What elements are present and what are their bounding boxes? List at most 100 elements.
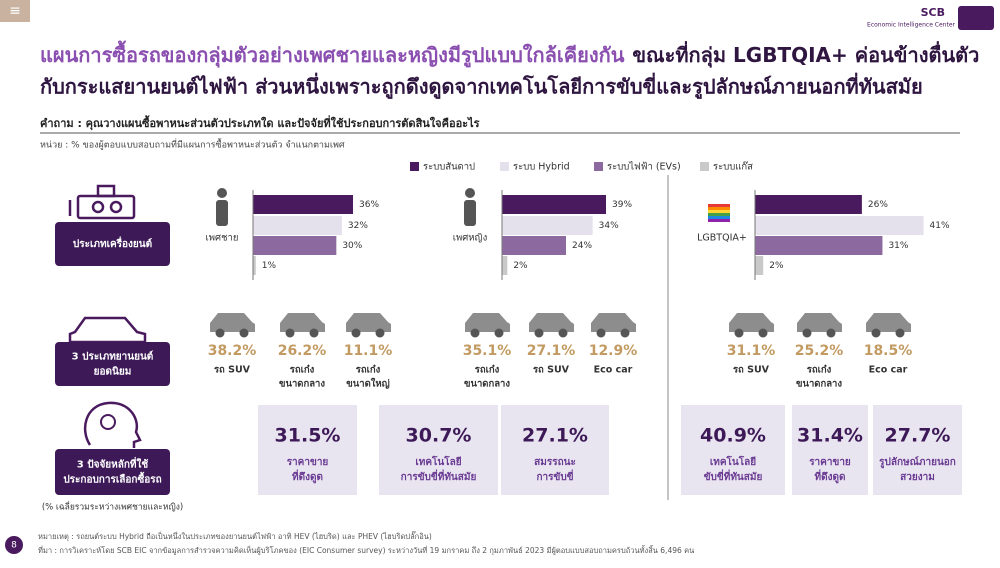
factor-share: 31.5%	[275, 425, 341, 447]
person-icon	[464, 200, 476, 226]
pride-flag	[708, 210, 730, 213]
bar	[502, 216, 593, 235]
legend-swatch	[700, 162, 709, 171]
row-note: (% เฉลี่ยรวมระหว่างเพศชายและหญิง)	[42, 501, 183, 513]
car-share: 31.1%	[727, 343, 776, 359]
factor-label: ที่ดึงดูด	[815, 469, 846, 484]
car-icon	[529, 313, 574, 332]
car-label: Eco car	[594, 365, 633, 376]
factor-box	[501, 405, 609, 495]
head-icon	[83, 401, 142, 448]
bar	[755, 216, 924, 235]
bar	[755, 195, 862, 214]
car-label: รถเก๋ง	[290, 365, 315, 376]
question: คำถาม : คุณวางแผนซื้อพาหนะส่วนตัวประเภทใ…	[40, 115, 480, 131]
legend-swatch	[410, 162, 419, 171]
factor-share: 30.7%	[406, 425, 472, 447]
car-wheel	[534, 328, 544, 338]
engine-icon	[68, 184, 136, 220]
car-label: รถเก๋ง	[475, 365, 500, 376]
car-wheel	[620, 328, 630, 338]
car-share: 26.2%	[278, 343, 327, 359]
row-label: 3 ปัจจัยหลักที่ใช้	[77, 457, 149, 471]
bar-value-label: 32%	[348, 221, 368, 231]
car-wheel	[802, 328, 812, 338]
pride-flag	[708, 204, 730, 207]
factor-label: เทคโนโลยี	[710, 455, 756, 468]
factor-label: สวยงาม	[900, 472, 935, 483]
row-label-box	[55, 342, 170, 386]
row-label: ประเภทเครื่องยนต์	[73, 236, 152, 250]
bulb-icon	[100, 414, 116, 430]
menu-button[interactable]	[0, 0, 30, 22]
car-wheel	[494, 328, 504, 338]
bar	[253, 236, 337, 255]
legend-label: ระบบแก๊ส	[713, 161, 753, 173]
car-wheel	[871, 328, 881, 338]
bar	[253, 256, 256, 275]
factor-box	[258, 405, 357, 495]
car-label: รถเก๋ง	[356, 365, 381, 376]
bar-value-label: 26%	[868, 200, 888, 210]
bar-value-label: 2%	[769, 261, 784, 271]
title: แผนการซื้อรถของกลุ่มตัวอย่างเพศชายและหญิ…	[40, 40, 979, 69]
car-label: ขนาดใหญ่	[346, 378, 390, 390]
bar	[502, 195, 606, 214]
factor-label: การขับขี่	[536, 469, 573, 483]
bar-value-label: 31%	[888, 241, 908, 251]
car-wheel	[309, 328, 319, 338]
car-label: ขนาดกลาง	[279, 379, 325, 390]
car-icon	[210, 313, 255, 332]
bar-value-label: 36%	[359, 200, 379, 210]
car-label: รถ SUV	[214, 365, 251, 376]
factor-box	[792, 405, 868, 495]
car-share: 25.2%	[795, 343, 844, 359]
menu-icon: ≡	[9, 3, 21, 19]
row-label: ยอดนิยม	[94, 366, 132, 378]
car-wheel	[375, 328, 385, 338]
title-rest: ขณะที่กลุ่ม LGBTQIA+ ค่อนข้างตื่นตัว	[632, 40, 979, 68]
bar	[253, 195, 353, 214]
car-icon	[797, 313, 842, 332]
bar-value-label: 30%	[342, 241, 362, 251]
car-wheel	[351, 328, 361, 338]
pride-flag	[708, 216, 730, 219]
factor-label: เทคโนโลยี	[415, 455, 461, 468]
car-label: รถ SUV	[533, 365, 570, 376]
car-share: 35.1%	[463, 343, 512, 359]
legend-swatch	[594, 162, 603, 171]
unit: หน่วย : % ของผู้ตอบแบบสอบถามที่มีแผนการซ…	[40, 138, 345, 151]
car-icon	[280, 313, 325, 332]
car-label: รถ SUV	[733, 365, 770, 376]
car-wheel	[558, 328, 568, 338]
bar-value-label: 24%	[572, 241, 592, 251]
bar-value-label: 1%	[262, 261, 277, 271]
bar	[502, 256, 508, 275]
factor-box	[681, 405, 785, 495]
bar	[253, 216, 342, 235]
row-label: ประกอบการเลือกซื้อรถ	[63, 472, 161, 486]
bar-value-label: 41%	[930, 221, 950, 231]
person-icon	[216, 200, 228, 226]
legend-label: ระบบไฟฟ้า (EVs)	[607, 161, 681, 173]
pride-flag	[708, 213, 730, 216]
factor-label: ราคาขาย	[809, 457, 851, 468]
page-badge	[5, 536, 23, 554]
bar-value-label: 2%	[513, 261, 528, 271]
logo-subtitle: Economic Intelligence Center	[867, 22, 955, 29]
factor-label: ที่ดึงดูด	[292, 469, 323, 484]
pride-flag	[708, 207, 730, 210]
group-label: LGBTQIA+	[697, 233, 747, 244]
factor-label: การขับขี่ที่ทันสมัย	[401, 469, 477, 483]
legend-swatch	[500, 162, 509, 171]
car-icon	[465, 313, 510, 332]
car-label: Eco car	[869, 365, 908, 376]
factor-label: ราคาขาย	[287, 457, 329, 468]
footer-source: ที่มา : การวิเคราะห์โดย SCB EIC จากข้อมู…	[38, 545, 694, 555]
car-wheel	[895, 328, 905, 338]
car-wheel	[758, 328, 768, 338]
car-icon	[591, 313, 636, 332]
car-wheel	[826, 328, 836, 338]
pride-flag	[708, 219, 730, 222]
